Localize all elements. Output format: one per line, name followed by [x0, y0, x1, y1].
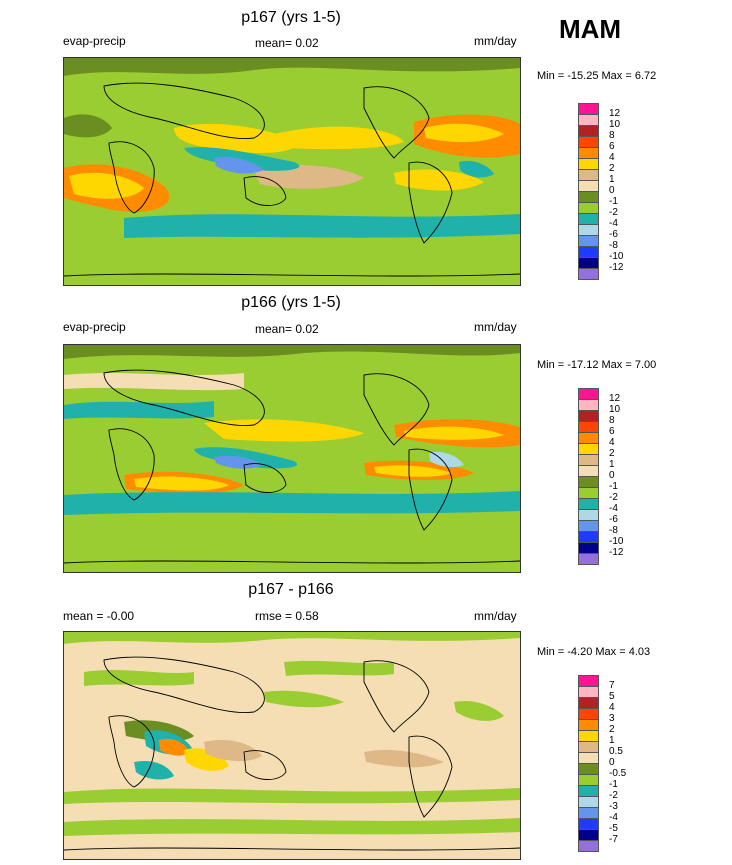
panel-1-mean-label: mean= 0.02	[255, 36, 319, 50]
colorbar-level-label: -8	[609, 525, 618, 536]
colorbar-level-label: -2	[609, 790, 618, 801]
colorbar-level-label: -3	[609, 801, 618, 812]
colorbar-swatch	[578, 840, 599, 852]
colorbar-level-label: 6	[609, 426, 615, 437]
colorbar-level-label: -7	[609, 834, 618, 845]
colorbar-level-label: 3	[609, 713, 615, 724]
colorbar-level-label: -1	[609, 481, 618, 492]
colorbar-level-label: -10	[609, 536, 624, 547]
colorbar-level-label: 12	[609, 393, 621, 404]
colorbar-level-label: -12	[609, 547, 624, 558]
colorbar-swatch	[578, 553, 599, 565]
panel-3-map	[63, 631, 521, 860]
colorbar-level-label: 0	[609, 470, 615, 481]
panel-2-colorbar: 12 10 8 6 4 2 1 0 -1 -2 -4 -6 -8 -10 -12	[578, 388, 623, 565]
colorbar-level-label: -4	[609, 812, 618, 823]
colorbar-level-label: 4	[609, 152, 615, 163]
colorbar-level-label: 12	[609, 108, 621, 119]
colorbar-level-label: 10	[609, 404, 621, 415]
panel-2-title: p166 (yrs 1-5)	[241, 294, 341, 311]
colorbar-level-label: -12	[609, 262, 624, 273]
colorbar-level-label: 4	[609, 702, 615, 713]
colorbar-level-label: 6	[609, 141, 615, 152]
panel-2-min-max: Min = -17.12 Max = 7.00	[537, 359, 657, 371]
panel-2-units-label: mm/day	[474, 320, 517, 334]
colorbar-level-label: 8	[609, 130, 615, 141]
panel-3-rmse-label: rmse = 0.58	[255, 609, 319, 623]
panel-1-colorbar: 12 10 8 6 4 2 1 0 -1 -2 -4 -6 -8 -10 -12	[578, 103, 623, 280]
colorbar-level-label: 1	[609, 735, 615, 746]
colorbar-level-label: -5	[609, 823, 618, 834]
colorbar-level-label: -2	[609, 492, 618, 503]
colorbar-level-label: -6	[609, 514, 618, 525]
panel-3-min-max: Min = -4.20 Max = 4.03	[537, 646, 651, 658]
colorbar-swatch	[578, 268, 599, 280]
colorbar-level-label: 0	[609, 757, 615, 768]
colorbar-level-label: 2	[609, 163, 615, 174]
panel-1-units-label: mm/day	[474, 34, 517, 48]
colorbar-level-label: -10	[609, 251, 624, 262]
panel-3-units-label: mm/day	[474, 609, 517, 623]
colorbar-level-label: -1	[609, 779, 618, 790]
panel-2-map	[63, 344, 521, 573]
panel-2-mean-label: mean= 0.02	[255, 322, 319, 336]
colorbar-level-label: 1	[609, 174, 615, 185]
colorbar-level-label: -2	[609, 207, 618, 218]
colorbar-level-label: 4	[609, 437, 615, 448]
panel-1-field-label: evap-precip	[63, 34, 126, 48]
colorbar-level-label: 2	[609, 448, 615, 459]
panel-1-title: p167 (yrs 1-5)	[241, 9, 341, 26]
colorbar-level-label: -4	[609, 503, 618, 514]
panel-3-title: p167 - p166	[248, 581, 334, 598]
colorbar-level-label: 7	[609, 680, 615, 691]
colorbar-level-label: 8	[609, 415, 615, 426]
colorbar-level-label: -4	[609, 218, 618, 229]
colorbar-level-label: -8	[609, 240, 618, 251]
colorbar-level-label: 1	[609, 459, 615, 470]
colorbar-level-label: 2	[609, 724, 615, 735]
panel-1-map	[63, 57, 521, 286]
panel-2-field-label: evap-precip	[63, 320, 126, 334]
colorbar-level-label: 0.5	[609, 746, 623, 757]
panel-3-colorbar: 7 5 4 3 2 1 0.5 0 -0.5 -1 -2 -3 -4 -5 -7	[578, 675, 626, 852]
panel-3-mean-label: mean = -0.00	[63, 609, 135, 623]
colorbar-level-label: -6	[609, 229, 618, 240]
colorbar-level-label: -0.5	[609, 768, 627, 779]
colorbar-level-label: -1	[609, 196, 618, 207]
colorbar-level-label: 5	[609, 691, 615, 702]
panel-1-min-max: Min = -15.25 Max = 6.72	[537, 70, 657, 82]
season-label: MAM	[559, 14, 622, 44]
colorbar-level-label: 0	[609, 185, 615, 196]
colorbar-level-label: 10	[609, 119, 621, 130]
